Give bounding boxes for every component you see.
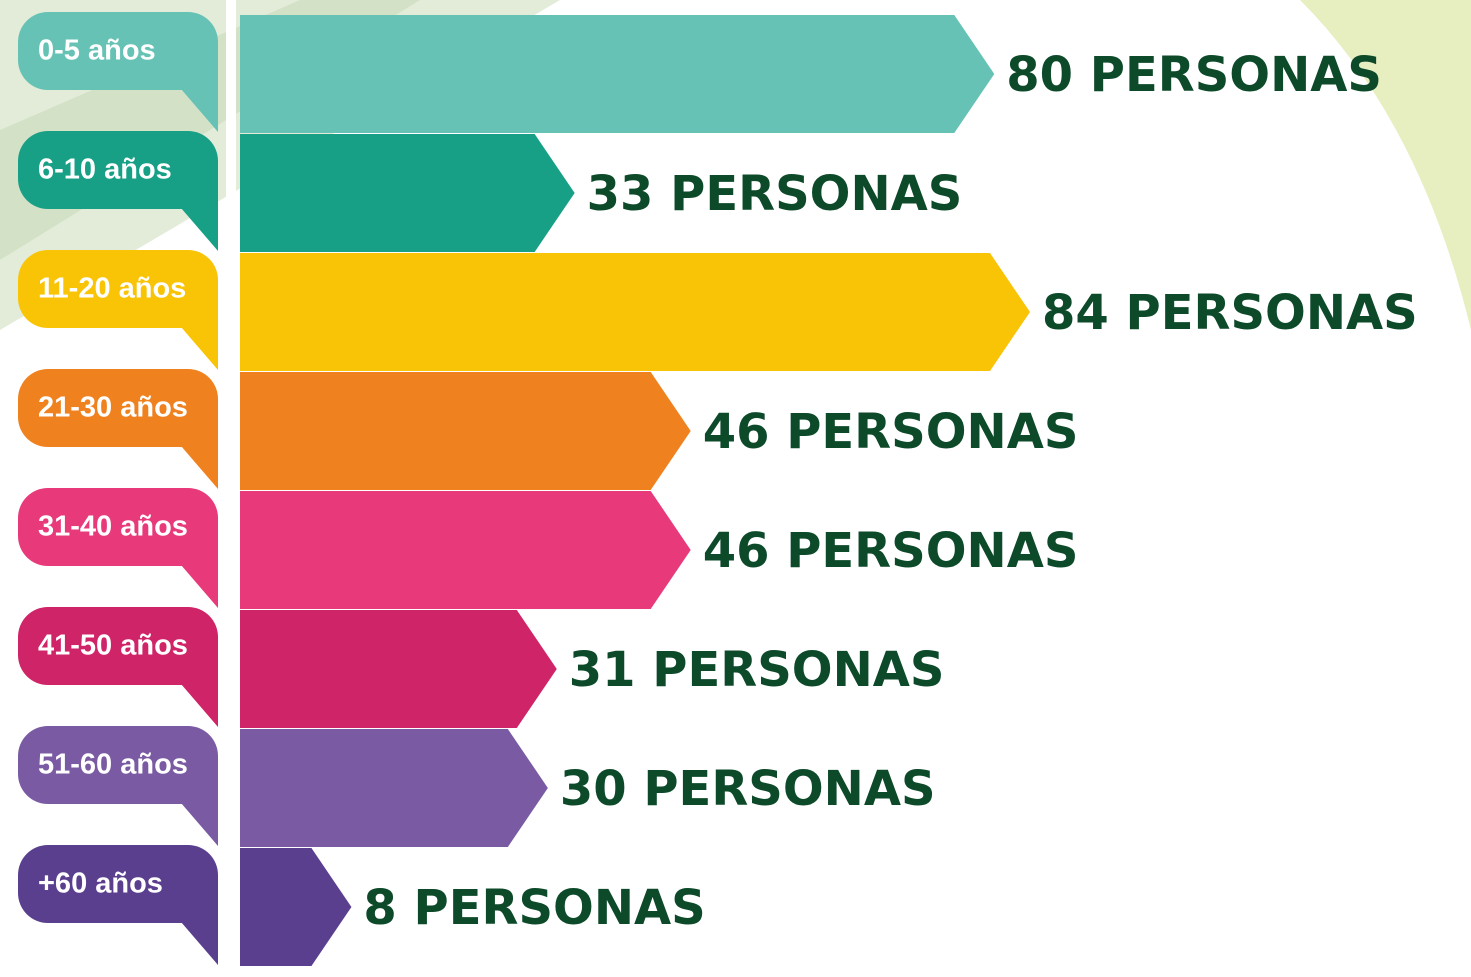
- bubble: [18, 131, 218, 209]
- bar: [240, 491, 691, 609]
- bar: [240, 15, 995, 133]
- bar: [240, 372, 691, 490]
- value-label: 46 PERSONAS: [703, 404, 1079, 460]
- bubble: [18, 607, 218, 685]
- bar: [240, 848, 352, 966]
- value-label: 84 PERSONAS: [1042, 285, 1418, 341]
- category-label: 0-5 años: [38, 35, 156, 67]
- value-label: 80 PERSONAS: [1006, 47, 1382, 103]
- divider: [226, 0, 236, 977]
- bg-shape: [1300, 0, 1471, 330]
- category-label: +60 años: [38, 868, 163, 900]
- bubble: [18, 845, 218, 923]
- bar: [240, 253, 1030, 371]
- bar: [240, 729, 548, 847]
- value-label: 30 PERSONAS: [560, 761, 936, 817]
- bubble: [18, 726, 218, 804]
- bar: [240, 610, 557, 728]
- bar: [240, 134, 575, 252]
- value-label: 31 PERSONAS: [569, 642, 945, 698]
- category-label: 51-60 años: [38, 749, 188, 781]
- bubble: [18, 369, 218, 447]
- bubble: [18, 488, 218, 566]
- value-label: 46 PERSONAS: [703, 523, 1079, 579]
- value-label: 33 PERSONAS: [587, 166, 963, 222]
- value-label: 8 PERSONAS: [363, 880, 705, 936]
- category-label: 31-40 años: [38, 511, 188, 543]
- bubble: [18, 250, 218, 328]
- category-label: 11-20 años: [38, 273, 186, 305]
- category-label: 21-30 años: [38, 392, 188, 424]
- category-label: 6-10 años: [38, 154, 172, 186]
- category-label: 41-50 años: [38, 630, 188, 662]
- bubble: [18, 12, 218, 90]
